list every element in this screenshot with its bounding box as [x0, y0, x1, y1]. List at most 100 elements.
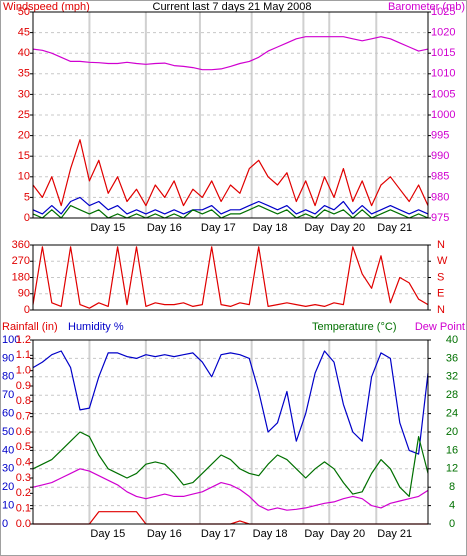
data-line	[32, 139, 429, 207]
y2-tick-label: 16	[446, 444, 458, 456]
x-tick-label: Day 15	[90, 222, 125, 234]
x-tick-label: Day 15	[90, 528, 125, 540]
x-tick-label: Day 16	[147, 528, 182, 540]
y2-tick-label: 1020	[431, 27, 455, 39]
y-tick-label: 270	[12, 255, 30, 267]
y-tick-label: 20	[2, 481, 14, 493]
y-tick-label: 30	[2, 463, 14, 475]
y-tick-label: 15	[18, 150, 30, 162]
legend-label: Temperature (°C)	[312, 321, 396, 333]
y-tick-label: 5	[24, 191, 30, 203]
y2-tick-label: 20	[446, 426, 458, 438]
y-tick-label: 0	[24, 304, 30, 316]
y2-tick-label: 995	[431, 130, 449, 142]
y-tick-label: 50	[18, 6, 30, 18]
y2-tick-label: 1025	[431, 6, 455, 18]
y2-tick-label: 28	[446, 389, 458, 401]
y-tick-label: 100	[2, 334, 20, 346]
y-tick-label: 0	[2, 518, 8, 530]
y2-tick-label: 12	[446, 463, 458, 475]
plot-frame	[32, 11, 429, 219]
y2-tick-label: 990	[431, 150, 449, 162]
y3-tick-label: 1.2	[16, 334, 31, 346]
legend-label: Dew Point	[415, 321, 465, 333]
y-axis-label: Windspeed (mph)	[3, 1, 90, 13]
y-tick-label: 35	[18, 68, 30, 80]
y2-tick-label: 24	[446, 408, 458, 420]
x-tick-label: Day 21	[377, 222, 412, 234]
y2-tick-label: 4	[449, 500, 455, 512]
data-line	[32, 36, 429, 71]
y-tick-label: 80	[2, 371, 14, 383]
y3-tick-label: 0.3	[16, 472, 31, 484]
y-tick-label: 10	[2, 500, 14, 512]
y2-tick-label: 0	[449, 518, 455, 530]
chart-title: Current last 7 days 21 May 2008	[153, 1, 312, 13]
y3-tick-label: 0.7	[16, 411, 31, 423]
y3-tick-label: 0.9	[16, 380, 31, 392]
y2-tick-label: 32	[446, 371, 458, 383]
y3-tick-label: 0.2	[16, 487, 31, 499]
y-tick-label: 30	[18, 88, 30, 100]
y-tick-label: 360	[12, 239, 30, 251]
legend-label: Rainfall (in)	[2, 321, 58, 333]
data-line	[32, 246, 429, 309]
y2-axis-label: Barometer (mb)	[388, 1, 465, 13]
data-line	[32, 205, 429, 219]
y-tick-label: 0	[24, 212, 30, 224]
y3-tick-label: 0.4	[16, 457, 31, 469]
y-tick-label: 40	[18, 47, 30, 59]
x-tick-label: Day 18	[253, 528, 288, 540]
y3-tick-label: 1.1	[16, 349, 31, 361]
x-tick-label: Day	[304, 528, 324, 540]
y-tick-label: 20	[18, 130, 30, 142]
y3-tick-label: 0.8	[16, 395, 31, 407]
y3-tick-label: 1.0	[16, 365, 31, 377]
x-tick-label: Day 17	[201, 222, 236, 234]
y2-tick-label: N	[437, 304, 445, 316]
plot-frame	[32, 339, 429, 525]
y2-tick-label: 1010	[431, 68, 455, 80]
data-line	[32, 350, 429, 455]
y2-tick-label: 8	[449, 481, 455, 493]
y2-tick-label: 975	[431, 212, 449, 224]
x-tick-label: Day 20	[330, 528, 365, 540]
x-tick-label: Day 16	[147, 222, 182, 234]
y-tick-label: 60	[2, 408, 14, 420]
data-line	[32, 196, 429, 215]
data-line	[32, 468, 429, 511]
x-tick-label: Day 20	[330, 222, 365, 234]
plot-frame	[32, 244, 429, 311]
x-tick-label: Day 18	[253, 222, 288, 234]
y-tick-label: 40	[2, 444, 14, 456]
y-tick-label: 45	[18, 27, 30, 39]
y3-tick-label: 0.0	[16, 518, 31, 530]
y3-tick-label: 0.6	[16, 426, 31, 438]
y2-tick-label: S	[437, 271, 444, 283]
y2-tick-label: 40	[446, 334, 458, 346]
y-tick-label: 10	[18, 171, 30, 183]
y2-tick-label: 1000	[431, 109, 455, 121]
y-tick-label: 90	[2, 352, 14, 364]
y2-tick-label: 36	[446, 352, 458, 364]
y2-tick-label: W	[437, 255, 448, 267]
y3-tick-label: 0.5	[16, 441, 31, 453]
data-line	[32, 431, 429, 497]
y2-tick-label: 1015	[431, 47, 455, 59]
y3-tick-label: 0.1	[16, 503, 31, 515]
y2-tick-label: 1005	[431, 88, 455, 100]
y2-tick-label: N	[437, 239, 445, 251]
x-tick-label: Day	[304, 222, 324, 234]
x-tick-label: Day 21	[377, 528, 412, 540]
x-tick-label: Day 17	[201, 528, 236, 540]
y-tick-label: 180	[12, 271, 30, 283]
y2-tick-label: 985	[431, 171, 449, 183]
legend-label: Humidity %	[68, 321, 124, 333]
y-tick-label: 70	[2, 389, 14, 401]
y2-tick-label: E	[437, 288, 444, 300]
y-tick-label: 25	[18, 109, 30, 121]
y2-tick-label: 980	[431, 191, 449, 203]
y-tick-label: 90	[18, 288, 30, 300]
y-tick-label: 50	[2, 426, 14, 438]
